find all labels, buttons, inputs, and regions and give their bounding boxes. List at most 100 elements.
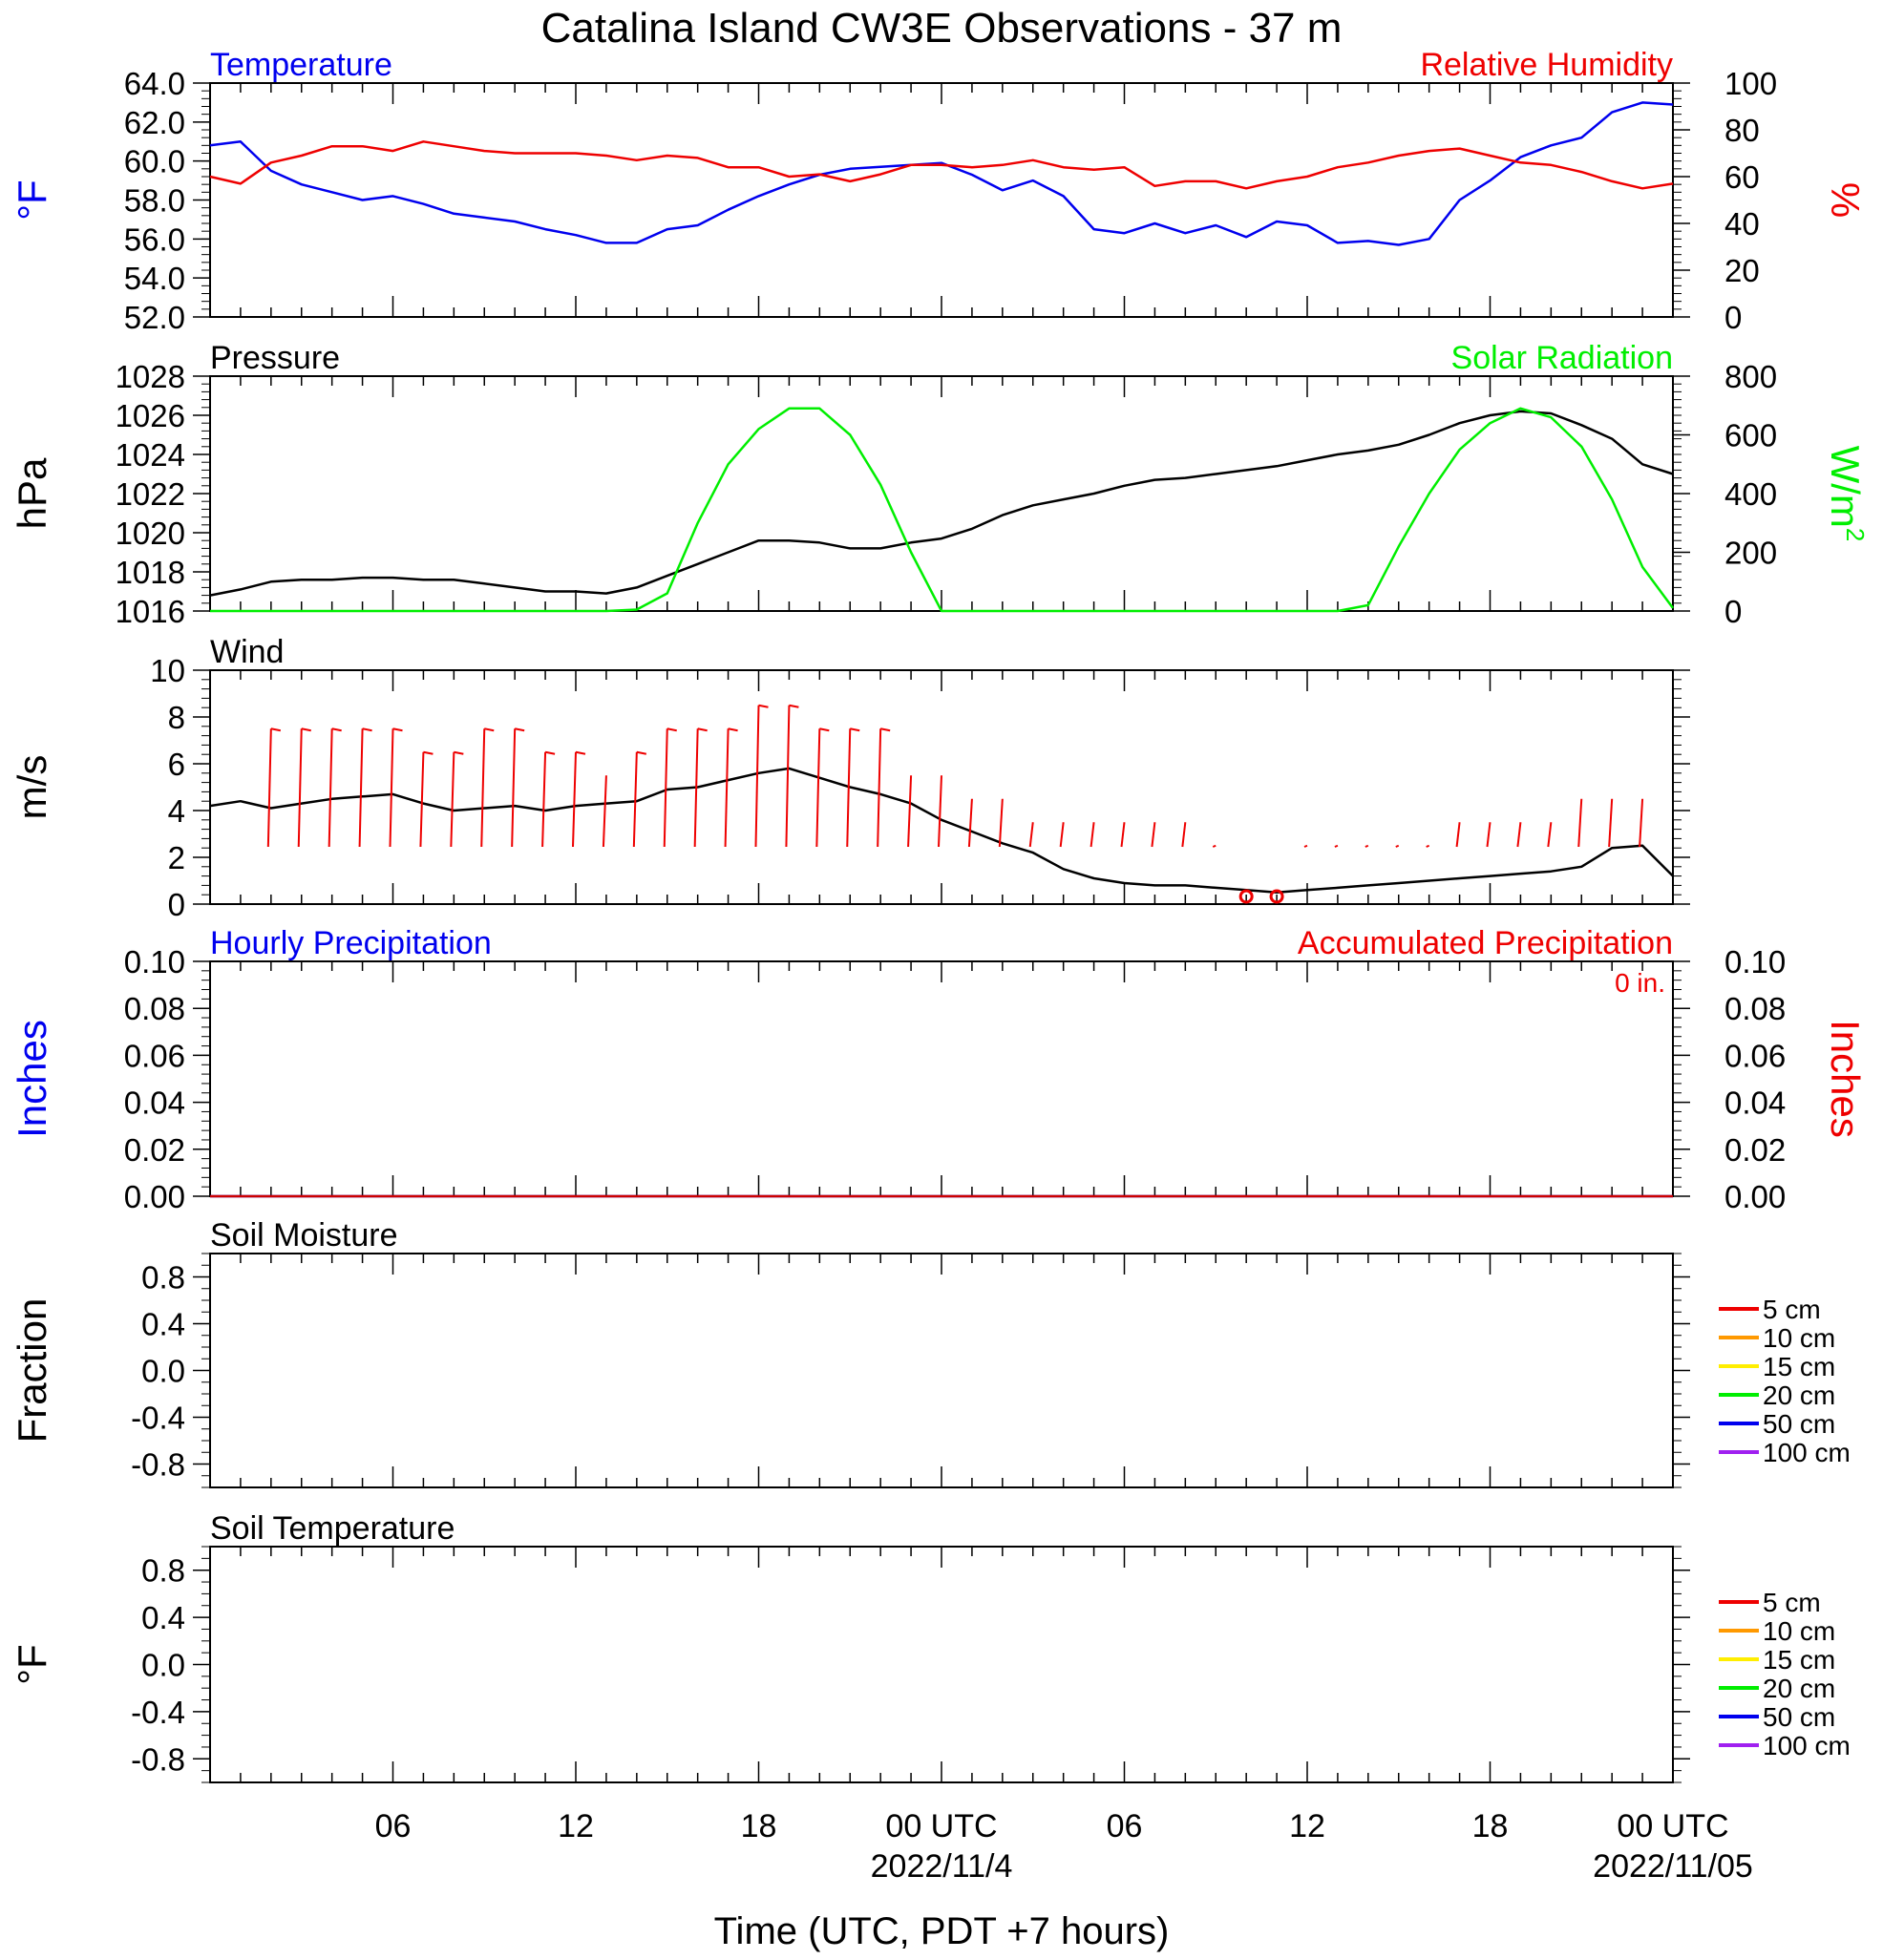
- panel-precipitation: 0.00 0.02 0.04 0.06 0.08 0.10 0.00 0.02 0.04 0.06…: [10, 925, 1868, 1214]
- legend-label: 100 cm: [1763, 1731, 1851, 1760]
- y-tick-label: 1026: [116, 398, 185, 433]
- wind-barb-staff: [1395, 844, 1400, 848]
- panel-title-right: Solar Radiation: [1451, 340, 1673, 376]
- accumulated-total-label: 0 in.: [1615, 968, 1665, 998]
- y-axis-label-left: m/s: [10, 755, 54, 820]
- y-axis-label-right: %: [1823, 182, 1868, 218]
- wind-barb-flag: [301, 727, 311, 732]
- wind-barb-staff: [724, 728, 730, 848]
- wind-barb-staff: [297, 728, 303, 848]
- chart-title: Catalina Island CW3E Observations - 37 m: [541, 5, 1343, 52]
- series-line-temperature_humidity-0: [209, 101, 1674, 246]
- wind-barb-flag: [879, 727, 891, 732]
- panels: 52.054.056.058.060.062.064.0020406080100…: [10, 47, 1870, 1783]
- panel-title-left: Wind: [210, 634, 284, 670]
- y-tick-label: 8: [168, 700, 185, 735]
- y-tick-label: 58.0: [124, 183, 185, 219]
- y-right-tick-label: 600: [1724, 418, 1777, 453]
- wind-barb-staff: [541, 751, 547, 848]
- y-tick-label: -0.4: [131, 1401, 185, 1436]
- wind-barb-staff: [1547, 822, 1553, 848]
- wind-barb-staff: [1516, 822, 1522, 848]
- wind-barb-flag: [544, 750, 556, 755]
- x-tick-label: 18: [741, 1808, 777, 1844]
- wind-barb-flag: [331, 727, 342, 732]
- y-tick-label: 62.0: [124, 105, 185, 140]
- wind-barb-staff: [1120, 822, 1126, 848]
- y-right-tick-label: 0.04: [1724, 1085, 1786, 1121]
- y-right-tick-label: 0: [1724, 594, 1742, 629]
- y-tick-label: 56.0: [124, 221, 185, 257]
- x-tick-label: 06: [375, 1808, 412, 1844]
- wind-barb-staff: [877, 728, 882, 848]
- legend-label: 15 cm: [1763, 1645, 1835, 1675]
- wind-barb-staff: [1303, 844, 1308, 848]
- x-tick-label: 06: [1107, 1808, 1143, 1844]
- wind-barb-flag: [454, 750, 464, 755]
- x-axis: 06 12 18 00 UTC 06 12 18 00 UTC 2022/11/4 2022/11…: [375, 1808, 1753, 1885]
- y-tick-label: 0.02: [124, 1132, 185, 1168]
- wind-barb-staff: [328, 728, 333, 848]
- wind-barb-staff: [663, 728, 668, 848]
- wind-barb-staff: [572, 751, 577, 848]
- y-axis-label-left: Fraction: [10, 1298, 54, 1444]
- panel-wind: 0 2 4 6 8 10 Wind m/s: [10, 634, 1690, 922]
- plot-frame: [209, 1546, 1674, 1783]
- legend-label: 10 cm: [1763, 1616, 1835, 1646]
- wind-barb-flag: [758, 704, 769, 708]
- y-tick-label: 0: [168, 887, 185, 922]
- panel-title-right: Relative Humidity: [1420, 47, 1673, 83]
- y-tick-label: 0.4: [141, 1307, 185, 1342]
- wind-barb-staff: [1455, 822, 1461, 848]
- panel-title-left: Soil Temperature: [210, 1510, 455, 1547]
- legend-label: 10 cm: [1763, 1323, 1835, 1353]
- y-tick-label: -0.8: [131, 1447, 185, 1483]
- y-tick-label: 1018: [116, 555, 185, 590]
- series-line-temperature_humidity-1: [209, 140, 1674, 190]
- wind-barb-staff: [907, 775, 913, 848]
- wind-barb-staff: [1090, 822, 1095, 848]
- wind-barb-staff: [632, 751, 638, 848]
- wind-barb-flag: [697, 727, 708, 732]
- legend-label: 50 cm: [1763, 1702, 1835, 1732]
- series-line-pressure_solar-0: [209, 410, 1674, 597]
- wind-barb-staff: [1639, 798, 1644, 848]
- y-tick-label: -0.4: [131, 1695, 185, 1730]
- wind-barb-flag: [636, 750, 647, 755]
- y-tick-label: 1024: [116, 437, 185, 473]
- wind-barb-staff: [266, 728, 272, 848]
- y-tick-label: 2: [168, 840, 185, 875]
- wind-barb-staff: [480, 728, 486, 848]
- x-tick-label: 00 UTC: [885, 1808, 997, 1844]
- wind-barb-flag: [575, 750, 586, 755]
- wind-barb-flag: [514, 727, 525, 732]
- y-right-tick-label: 0.00: [1724, 1179, 1786, 1214]
- y-axis-label-left: °F: [10, 1644, 54, 1684]
- wind-barb-calm: [1269, 889, 1284, 904]
- panel-title-left: Pressure: [210, 340, 340, 376]
- y-tick-label: 0.04: [124, 1085, 185, 1121]
- wind-barb-flag: [850, 727, 860, 732]
- y-tick-label: 54.0: [124, 261, 185, 296]
- y-axis-label-right: Inches: [1823, 1020, 1868, 1138]
- wind-barb-staff: [846, 728, 852, 848]
- y-tick-label: 1020: [116, 516, 185, 551]
- wind-barb-staff: [1608, 798, 1614, 848]
- wind-barb-staff: [1181, 822, 1187, 848]
- wind-barb-staff: [1212, 844, 1217, 848]
- legend-label: 5 cm: [1763, 1295, 1821, 1324]
- y-tick-label: 0.00: [124, 1179, 185, 1214]
- wind-barb-staff: [967, 798, 973, 848]
- y-tick-label: 0.8: [141, 1553, 185, 1589]
- y-tick-label: 0.10: [124, 944, 185, 980]
- y-right-tick-label: 200: [1724, 536, 1777, 571]
- wind-barb-staff: [1059, 822, 1065, 848]
- wind-barb-staff: [1486, 822, 1492, 848]
- y-right-tick-label: 0.08: [1724, 991, 1786, 1026]
- wind-barb-staff: [511, 728, 517, 848]
- wind-barb-flag: [484, 727, 495, 732]
- x-tick-label: 12: [1289, 1808, 1325, 1844]
- y-tick-label: 0.4: [141, 1600, 185, 1635]
